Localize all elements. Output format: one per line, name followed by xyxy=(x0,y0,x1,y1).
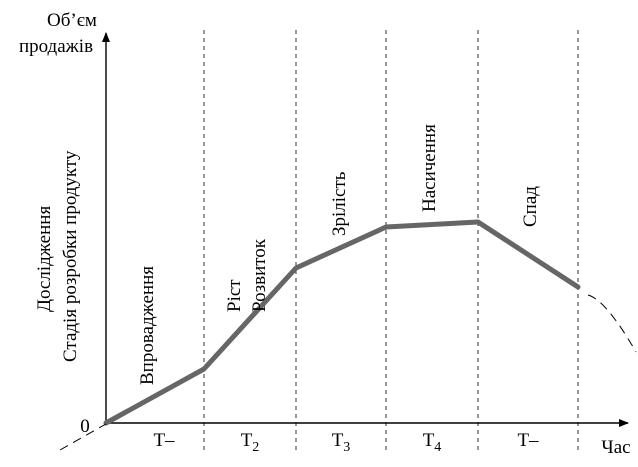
period-label-4-main: T xyxy=(423,430,435,451)
period-label-5-main: T xyxy=(517,430,529,451)
stage-label-maturity-line1: Зрілість xyxy=(329,171,350,236)
stage-label-growth-line1: Ріст xyxy=(224,279,245,312)
stage-label-growth-1: Ріст xyxy=(224,279,245,312)
pre-origin-dash xyxy=(59,423,107,451)
stage-label-development-line1: Стадія розробки продукту xyxy=(60,150,81,362)
period-label-4-sub: 4 xyxy=(434,440,441,455)
period-label-3-sub: 3 xyxy=(343,440,350,455)
origin-label: 0 xyxy=(80,416,90,437)
period-label-2: T2 xyxy=(241,430,260,455)
period-label-1: T– xyxy=(153,430,175,451)
period-label-3-main: T xyxy=(332,430,344,451)
period-label-4: T4 xyxy=(423,430,442,455)
stage-label-growth-2: Розвиток xyxy=(249,238,270,312)
sales-curve xyxy=(103,219,581,426)
period-label-5: T– xyxy=(517,430,539,451)
period-label-2-main: T xyxy=(241,430,253,451)
stage-label-growth-line2: Розвиток xyxy=(249,238,270,312)
period-label-1-sub: – xyxy=(164,430,175,451)
period-label-1-main: T xyxy=(153,430,165,451)
stage-label-maturity: Зрілість xyxy=(329,171,350,236)
period-label-5-sub: – xyxy=(528,430,539,451)
stage-label-saturation: Насичення xyxy=(419,124,440,212)
stage-label-development: Стадія розробки продукту xyxy=(60,150,81,362)
stage-label-decline-line1: Спад xyxy=(520,186,541,227)
stage-label-saturation-line1: Насичення xyxy=(419,124,440,212)
stage-label-introduction: Впровадження xyxy=(137,266,158,385)
period-label-3: T3 xyxy=(332,430,351,455)
decline-continuation-dash xyxy=(587,294,637,353)
y-axis-label-line2: продажів xyxy=(19,36,93,57)
stage-label-introduction-line1: Впровадження xyxy=(137,266,158,385)
stage-label-decline: Спад xyxy=(520,186,541,227)
period-label-2-sub: 2 xyxy=(252,440,259,455)
stage-label-research-line1: Дослідження xyxy=(34,206,55,312)
y-axis-label-line1: Об’єм xyxy=(47,10,97,31)
stage-label-research: Дослідження xyxy=(34,206,55,312)
x-axis-label: Час xyxy=(601,437,630,458)
